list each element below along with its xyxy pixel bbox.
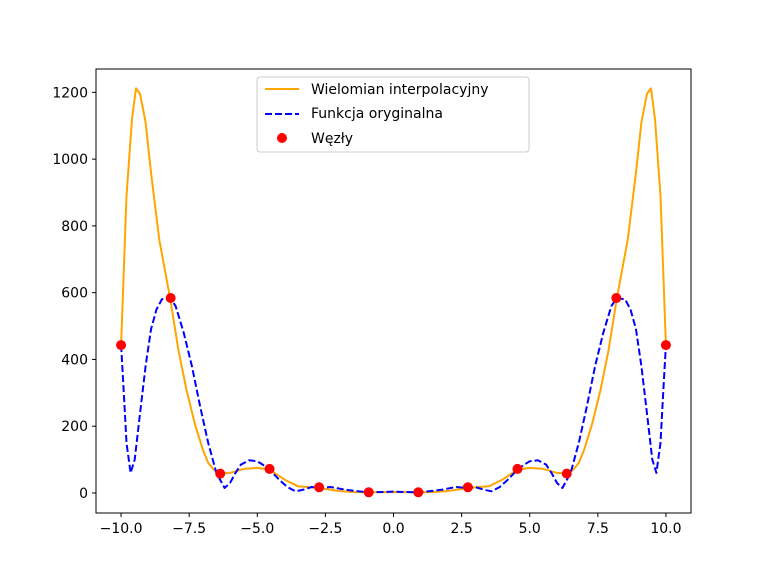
x-tick-label: −7.5 xyxy=(172,521,206,537)
legend: Wielomian interpolacyjny Funkcja orygina… xyxy=(256,76,530,153)
x-tick-label: 0.0 xyxy=(382,521,404,537)
node-point xyxy=(413,487,424,498)
node-point xyxy=(264,463,275,474)
y-tick-label: 400 xyxy=(61,352,88,368)
x-tick-label: 10.0 xyxy=(650,521,681,537)
x-tick-label: −2.5 xyxy=(308,521,342,537)
y-tick-label: 200 xyxy=(61,419,88,435)
original-series-line xyxy=(120,297,667,494)
node-point xyxy=(512,463,523,474)
legend-label-nodes: Węzły xyxy=(311,131,353,147)
node-point xyxy=(116,340,127,351)
node-point xyxy=(165,293,176,304)
node-point xyxy=(611,293,622,304)
axes-layer: −10.0 −7.5 −5.0 −2.5 0.0 2.5 5.0 7.5 10.0 0 200 400… xyxy=(52,85,681,537)
legend-label-polynomial: Wielomian interpolacyjny xyxy=(311,82,489,98)
legend-box xyxy=(256,76,530,153)
y-tick-label: 1200 xyxy=(52,85,88,101)
node-point xyxy=(314,482,325,493)
y-tick-label: 600 xyxy=(61,286,88,302)
y-tick-label: 1000 xyxy=(52,152,88,168)
y-tick-label: 0 xyxy=(79,486,88,502)
node-point xyxy=(462,482,473,493)
node-point xyxy=(363,487,374,498)
x-tick-label: −5.0 xyxy=(240,521,274,537)
data-layer xyxy=(116,87,671,498)
y-tick-label: 800 xyxy=(61,219,88,235)
x-tick-label: 5.0 xyxy=(519,521,541,537)
node-point xyxy=(561,468,572,479)
x-tick-label: 2.5 xyxy=(450,521,472,537)
node-point xyxy=(660,340,671,351)
x-tick-label: −10.0 xyxy=(100,521,143,537)
legend-label-original: Funkcja oryginalna xyxy=(311,106,443,122)
x-tick-label: 7.5 xyxy=(587,521,609,537)
legend-swatch-nodes xyxy=(277,133,287,143)
node-point xyxy=(215,468,226,479)
